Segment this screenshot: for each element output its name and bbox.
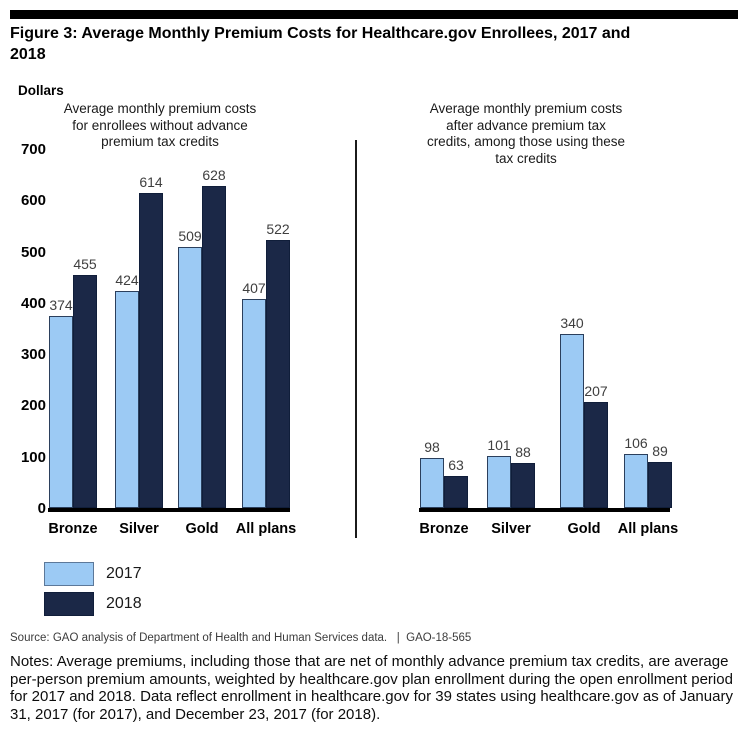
bar-2018-gold xyxy=(584,402,608,508)
bar-value-2018-gold: 207 xyxy=(584,383,608,399)
bar-value-2018-all-plans: 522 xyxy=(266,221,290,237)
bar-2018-all-plans xyxy=(648,462,672,508)
source-line: Source: GAO analysis of Department of He… xyxy=(10,631,740,645)
bar-2017-all-plans xyxy=(242,299,266,508)
bar-value-2018-bronze: 455 xyxy=(73,256,97,272)
category-label-all-plans: All plans xyxy=(235,521,297,537)
source-separator: | xyxy=(396,632,400,644)
notes-text: Notes: Average premiums, including those… xyxy=(10,653,733,723)
bar-value-2018-gold: 628 xyxy=(202,167,226,183)
category-label-gold: Gold xyxy=(185,521,219,537)
legend-swatch-2018 xyxy=(44,592,94,616)
left-panel-title: Average monthly premium costs for enroll… xyxy=(63,101,257,149)
bar-value-2018-silver: 88 xyxy=(515,444,531,460)
bar-2017-gold xyxy=(178,247,202,508)
top-divider-rule xyxy=(10,10,738,19)
category-label-silver: Silver xyxy=(119,521,159,537)
bar-value-2018-silver: 614 xyxy=(139,174,163,190)
bar-2017-all-plans xyxy=(624,454,648,508)
y-tick-300: 300 xyxy=(20,346,46,363)
category-label-silver: Silver xyxy=(491,521,531,537)
right-x-axis-baseline xyxy=(419,508,670,512)
y-tick-500: 500 xyxy=(20,244,46,261)
y-tick-700: 700 xyxy=(20,141,46,158)
legend-swatch-2017 xyxy=(44,562,94,586)
bar-2018-bronze xyxy=(73,275,97,508)
bar-2018-gold xyxy=(202,186,226,508)
category-label-bronze: Bronze xyxy=(48,521,98,537)
y-tick-200: 200 xyxy=(20,397,46,414)
bar-value-2017-bronze: 374 xyxy=(49,297,73,313)
bar-2018-silver xyxy=(511,463,535,508)
bar-2017-bronze xyxy=(420,458,444,508)
bar-value-2018-bronze: 63 xyxy=(448,457,464,473)
bar-value-2017-all-plans: 106 xyxy=(624,435,648,451)
bar-value-2017-all-plans: 407 xyxy=(242,280,266,296)
legend-label-2017: 2017 xyxy=(106,565,142,582)
category-label-all-plans: All plans xyxy=(617,521,679,537)
source-text: Source: GAO analysis of Department of He… xyxy=(10,632,388,644)
category-label-bronze: Bronze xyxy=(419,521,469,537)
figure-title: Figure 3: Average Monthly Premium Costs … xyxy=(10,25,631,63)
bar-value-2017-bronze: 98 xyxy=(424,439,440,455)
bar-value-2017-silver: 424 xyxy=(115,272,139,288)
y-axis-unit-label: Dollars xyxy=(18,83,64,98)
bar-value-2018-all-plans: 89 xyxy=(652,443,668,459)
y-tick-400: 400 xyxy=(20,295,46,312)
report-id: GAO-18-565 xyxy=(406,632,472,644)
bar-value-2017-gold: 340 xyxy=(560,315,584,331)
y-tick-0: 0 xyxy=(37,500,46,517)
panel-divider-line xyxy=(355,140,357,538)
left-x-axis-baseline xyxy=(48,508,290,512)
bar-2017-silver xyxy=(487,456,511,508)
category-label-gold: Gold xyxy=(567,521,601,537)
bar-2018-bronze xyxy=(444,476,468,508)
bar-2017-bronze xyxy=(49,316,73,508)
bar-2018-all-plans xyxy=(266,240,290,508)
bar-2017-silver xyxy=(115,291,139,508)
legend-label-2018: 2018 xyxy=(106,595,142,612)
bar-value-2017-gold: 509 xyxy=(178,228,202,244)
bar-value-2017-silver: 101 xyxy=(487,437,511,453)
y-tick-600: 600 xyxy=(20,192,46,209)
bar-2017-gold xyxy=(560,334,584,508)
y-tick-100: 100 xyxy=(20,449,46,466)
right-panel-title: Average monthly premium costs after adva… xyxy=(426,101,626,166)
bar-2018-silver xyxy=(139,193,163,508)
